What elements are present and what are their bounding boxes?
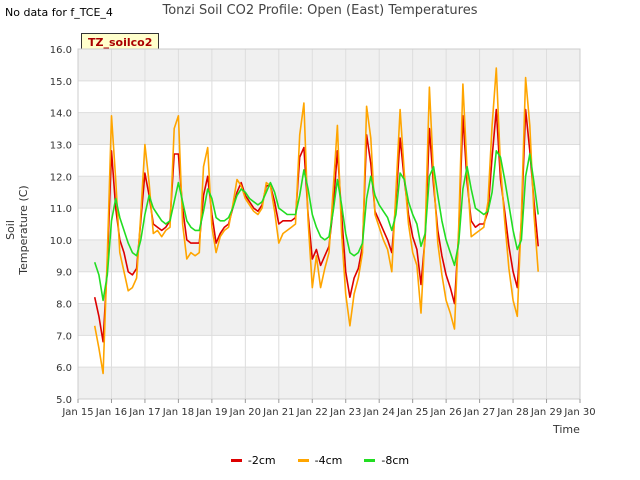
background-band	[78, 49, 580, 81]
series-lines	[93, 67, 539, 375]
y-tick-label: 14.0	[50, 109, 72, 120]
y-tick-label: 7.0	[56, 331, 72, 342]
y-tick-label: 8.0	[56, 300, 72, 311]
x-tick-label: Jan 25	[396, 407, 428, 418]
x-tick-label: Jan 18	[162, 407, 194, 418]
x-tick-label: Jan 26	[429, 407, 461, 418]
series-line-minus8cm	[93, 150, 539, 302]
series-line-minus4cm	[93, 67, 539, 375]
legend: -2cm -4cm -8cm	[0, 454, 640, 467]
background-band	[78, 176, 580, 209]
x-ticks: Jan 15 Jan 16 Jan 17 Jan 18 Jan 19 Jan 20 Jan …	[61, 399, 596, 418]
y-tick-label: 11.0	[50, 204, 72, 215]
y-tick-label: 12.0	[50, 172, 72, 183]
x-tick-label: Jan 24	[363, 407, 395, 418]
x-tick-label: Jan 17	[128, 407, 160, 418]
x-tick-label: Jan 30	[563, 407, 595, 418]
legend-swatch	[230, 459, 242, 462]
series-line-minus2cm	[93, 108, 539, 343]
y-tick-label: 15.0	[50, 77, 72, 88]
y-ticks: 5.0 6.0 7.0 8.0 9.0 10.0 11.0 12.0 13.0 14.0 15.0 1…	[50, 45, 72, 406]
x-tick-label: Jan 29	[530, 407, 562, 418]
x-tick-label: Jan 21	[262, 407, 294, 418]
legend-label: -2cm	[247, 454, 276, 467]
no-data-notice: No data for f_TCE_4	[5, 6, 113, 19]
legend-item: -8cm	[364, 454, 409, 467]
x-tick-label: Jan 16	[95, 407, 127, 418]
x-tick-label: Jan 20	[229, 407, 261, 418]
x-tick-label: Jan 15	[61, 407, 93, 418]
y-tick-label: 9.0	[56, 268, 72, 279]
y-tick-label: 16.0	[50, 45, 72, 56]
legend-label: -4cm	[314, 454, 343, 467]
background-bands	[78, 49, 580, 399]
background-band	[78, 112, 580, 145]
y-tick-label: 13.0	[50, 140, 72, 151]
chart-title: Tonzi Soil CO2 Profile: Open (East) Temp…	[162, 3, 478, 18]
site-badge: TZ_soilco2	[81, 33, 160, 52]
x-axis-label: Time	[553, 423, 580, 436]
background-band	[78, 367, 580, 399]
legend-swatch	[364, 459, 376, 462]
y-tick-label: 6.0	[56, 363, 72, 374]
background-band	[78, 303, 580, 336]
x-tick-label: Jan 22	[296, 407, 328, 418]
legend-label: -8cm	[381, 454, 410, 467]
x-tick-label: Jan 19	[195, 407, 227, 418]
legend-item: -2cm	[230, 454, 276, 467]
y-tick-label: 10.0	[50, 236, 72, 247]
legend-item: -4cm	[297, 454, 343, 467]
legend-swatch	[297, 459, 309, 462]
x-tick-label: Jan 27	[463, 407, 495, 418]
plot-frame	[77, 48, 581, 400]
y-tick-label: 5.0	[56, 395, 72, 406]
x-tick-label: Jan 28	[496, 407, 528, 418]
x-tick-label: Jan 23	[329, 407, 361, 418]
